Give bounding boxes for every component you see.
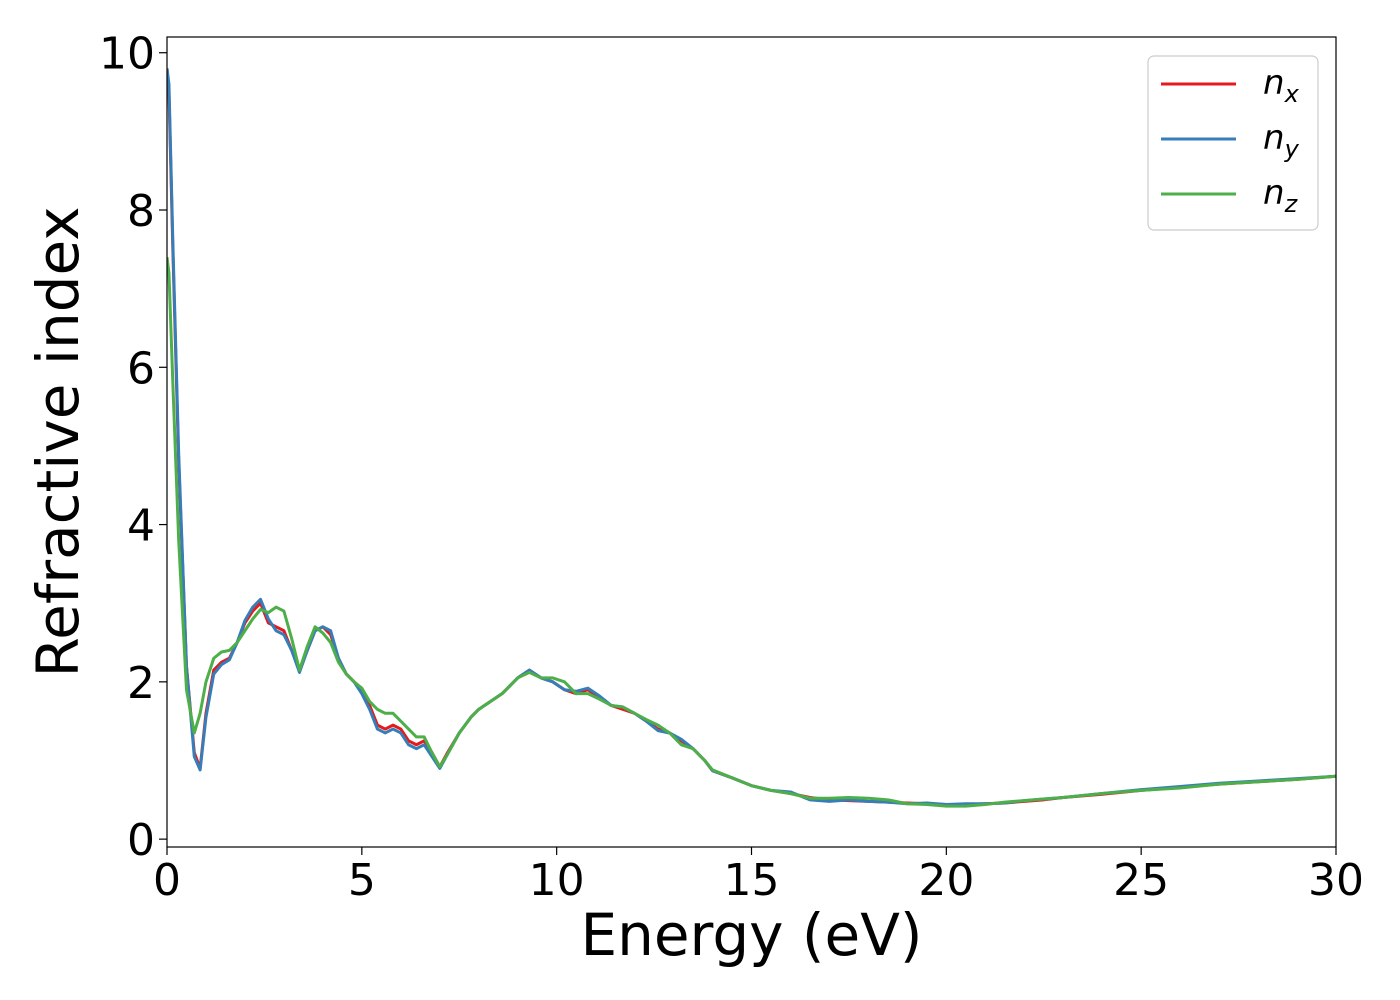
x-tick-label: 15 (724, 855, 780, 906)
legend-label-subscript: y (1284, 135, 1300, 163)
legend-label-subscript: z (1284, 190, 1299, 218)
x-tick-label: 0 (153, 855, 181, 906)
legend-label-base: n (1263, 173, 1285, 213)
y-tick-label: 10 (99, 29, 155, 80)
y-axis-ticks: 0 2 4 6 8 10 (99, 29, 167, 866)
legend-box (1147, 55, 1319, 231)
y-axis-title: Refractive index (24, 206, 92, 677)
y-tick-label: 0 (127, 815, 155, 866)
x-tick-label: 25 (1113, 855, 1169, 906)
legend-label-base: n (1263, 63, 1285, 103)
legend-label-subscript: x (1284, 80, 1300, 108)
x-axis-ticks: 0 5 10 15 20 25 30 (153, 847, 1364, 906)
x-tick-label: 30 (1308, 855, 1364, 906)
y-tick-label: 2 (127, 658, 155, 709)
x-axis-title: Energy (eV) (580, 901, 922, 969)
legend-label-base: n (1263, 118, 1285, 158)
y-tick-label: 4 (127, 501, 155, 552)
x-tick-label: 10 (529, 855, 585, 906)
x-tick-label: 5 (348, 855, 376, 906)
series-line-nz (167, 257, 1336, 808)
y-tick-label: 8 (127, 186, 155, 237)
x-tick-label: 20 (918, 855, 974, 906)
legend-label-ny: ny (1263, 118, 1300, 163)
series-layer (167, 68, 1336, 808)
y-tick-label: 6 (127, 343, 155, 394)
legend-label-nx: nx (1263, 63, 1300, 108)
legend-label-nz: nz (1263, 173, 1299, 218)
